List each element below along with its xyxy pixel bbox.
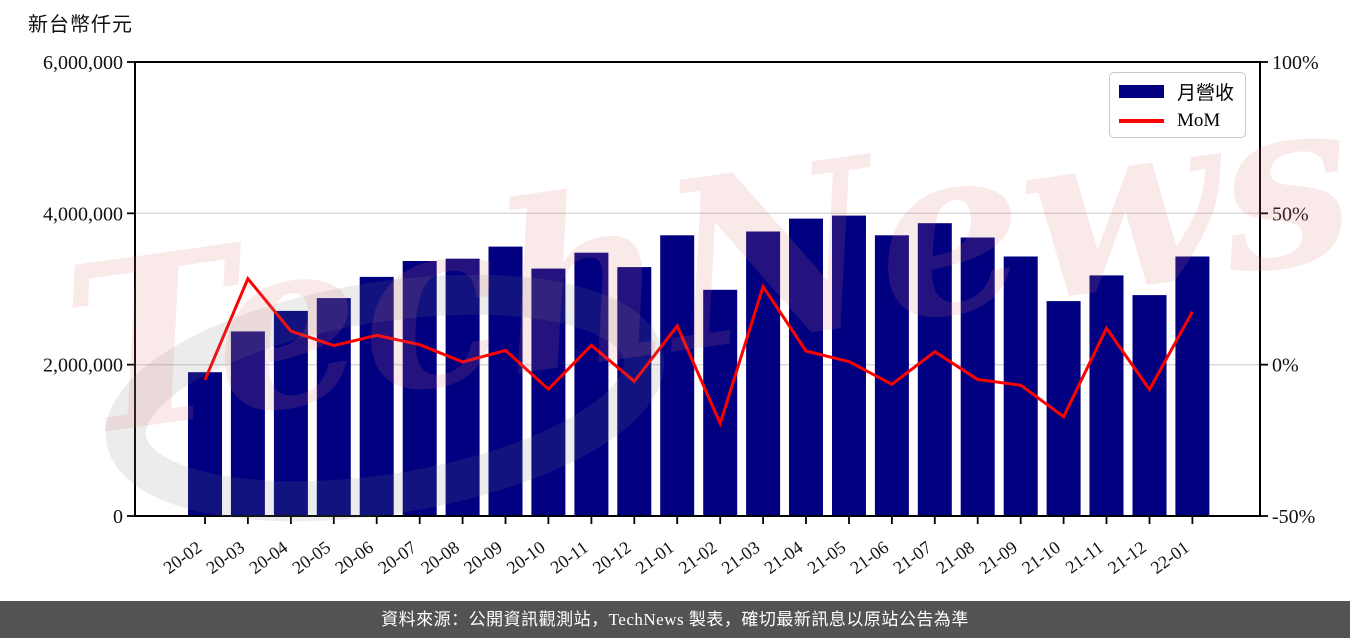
legend-item-revenue: 月營收 <box>1119 78 1245 105</box>
bar-20-08 <box>445 258 480 516</box>
bar-21-02 <box>703 289 738 516</box>
legend-item-mom: MoM <box>1119 110 1245 132</box>
left-axis-tick-label: 2,000,000 <box>43 355 123 377</box>
bar-21-08 <box>960 237 995 516</box>
bar-20-07 <box>402 261 437 516</box>
x-axis-label-21-02: 21-02 <box>675 537 721 578</box>
x-axis-label-21-06: 21-06 <box>847 537 893 578</box>
x-axis-label-20-05: 20-05 <box>288 537 334 578</box>
x-axis-label-20-08: 20-08 <box>417 537 463 578</box>
bar-20-03 <box>230 331 265 516</box>
left-axis-tick-label: 4,000,000 <box>43 203 123 225</box>
x-axis-label-20-09: 20-09 <box>460 537 506 578</box>
legend-revenue-label: 月營收 <box>1177 83 1235 104</box>
bar-20-06 <box>359 276 394 516</box>
x-axis-label-20-10: 20-10 <box>503 537 549 578</box>
legend-mom-label: MoM <box>1177 110 1221 131</box>
bar-20-10 <box>531 268 566 516</box>
bar-20-02 <box>188 372 222 516</box>
bar-21-03 <box>746 231 781 516</box>
x-axis-label-22-01: 22-01 <box>1147 537 1193 578</box>
bar-22-01 <box>1175 256 1210 516</box>
bar-21-12 <box>1132 295 1167 516</box>
x-axis-label-20-07: 20-07 <box>374 537 420 578</box>
x-axis-label-21-04: 21-04 <box>761 537 807 578</box>
right-axis-tick-label: 50% <box>1272 203 1309 225</box>
x-axis-label-21-09: 21-09 <box>975 537 1021 578</box>
bar-21-05 <box>832 215 866 516</box>
x-axis-label-21-03: 21-03 <box>718 537 764 578</box>
bar-21-07 <box>917 223 952 516</box>
mom-line <box>203 275 1194 428</box>
x-axis-label-21-05: 21-05 <box>804 537 850 578</box>
source-caption: 資料來源：公開資訊觀測站，TechNews 製表，確切最新訊息以原站公告為準 <box>0 601 1350 638</box>
chart-svg: 0 2,000,000 4,000,000 6,000,000 -50% 0% 50% 100… <box>43 52 1319 578</box>
bar-20-09 <box>488 246 523 516</box>
right-axis-tick-label: 0% <box>1272 355 1299 377</box>
left-axis-unit-label: 新台幣仟元 <box>28 14 133 36</box>
x-axis-label-21-10: 21-10 <box>1018 537 1064 578</box>
legend-mom-swatch <box>1119 119 1164 123</box>
x-axis-label-20-06: 20-06 <box>331 537 377 578</box>
x-axis-label-21-01: 21-01 <box>632 537 678 578</box>
x-axis-label-20-02: 20-02 <box>160 537 206 578</box>
x-axis-label-20-03: 20-03 <box>203 537 249 578</box>
bar-21-04 <box>789 218 823 516</box>
bar-20-12 <box>617 267 652 516</box>
x-axis-label-21-07: 21-07 <box>889 537 935 578</box>
x-axis-label-20-12: 20-12 <box>589 537 635 578</box>
bar-20-04 <box>273 310 308 516</box>
left-axis-tick-label: 6,000,000 <box>43 52 123 74</box>
x-axis-label-20-11: 20-11 <box>547 537 592 577</box>
x-axis-label-20-04: 20-04 <box>246 537 292 578</box>
right-axis-tick-label: -50% <box>1272 506 1315 528</box>
right-axis-tick-label: 100% <box>1272 52 1319 74</box>
legend-revenue-swatch <box>1119 85 1164 98</box>
bar-21-11 <box>1089 275 1124 516</box>
bar-21-01 <box>660 235 695 517</box>
bar-20-11 <box>574 252 609 516</box>
bar-20-05 <box>316 298 351 516</box>
x-axis-label-21-08: 21-08 <box>932 537 978 578</box>
left-axis-tick-label: 0 <box>113 506 123 528</box>
legend: 月營收 MoM <box>1109 72 1246 138</box>
plot-border <box>134 61 1261 517</box>
x-axis-label-21-11: 21-11 <box>1062 537 1107 577</box>
x-axis-label-21-12: 21-12 <box>1104 537 1150 578</box>
